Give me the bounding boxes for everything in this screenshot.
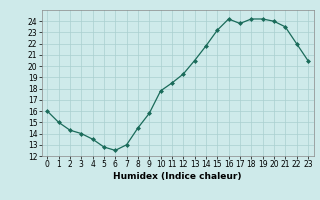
X-axis label: Humidex (Indice chaleur): Humidex (Indice chaleur) [113, 172, 242, 181]
